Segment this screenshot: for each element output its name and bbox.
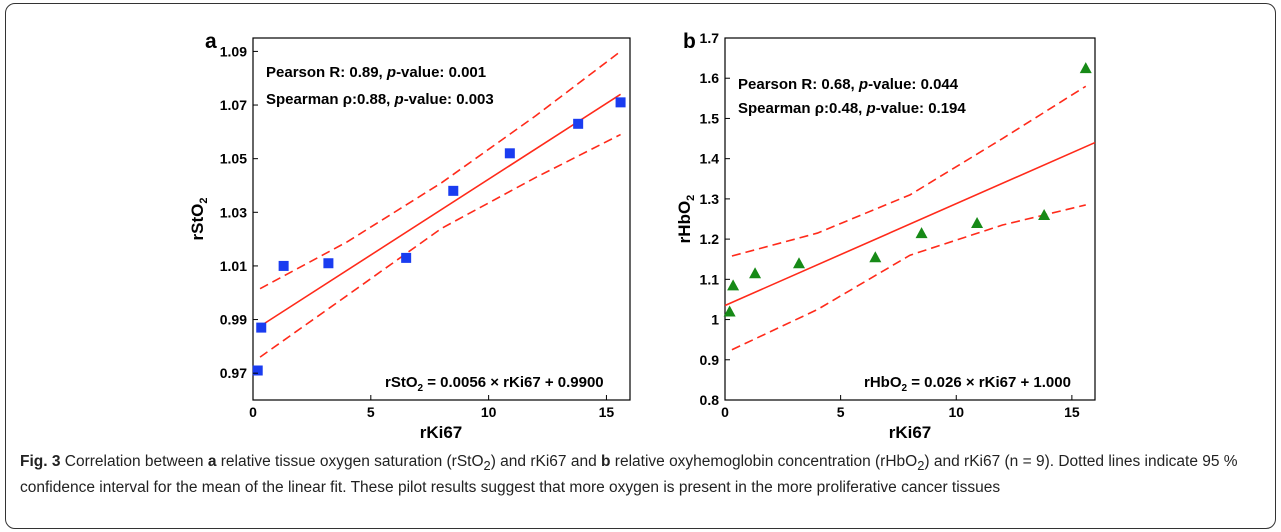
data-point — [793, 257, 805, 269]
x-tick-label: 10 — [481, 404, 497, 420]
panel-b-axes-box — [724, 37, 1096, 401]
panel-a-equation: rStO2 = 0.0056 × rKi67 + 0.9900 — [385, 374, 604, 394]
data-point — [749, 267, 762, 279]
data-point — [252, 365, 263, 376]
panel-b-xlabel: rKi67 — [889, 423, 932, 442]
caption-panel-a: a — [207, 453, 217, 470]
y-tick-label: 1.2 — [700, 231, 720, 247]
panel-b-equation: rHbO2 = 0.026 × rKi67 + 1.000 — [864, 374, 1071, 394]
y-tick-label: 0.99 — [220, 312, 247, 328]
y-tick-label: 1.5 — [700, 110, 720, 126]
figure-svg: a 0.970.991.011.031.051.071.090 5 10 15 Pea… — [188, 30, 1096, 442]
x-tick-label: 15 — [1064, 404, 1080, 420]
panel-a-label: a — [205, 30, 217, 53]
y-tick-label: 1.4 — [700, 151, 720, 167]
y-tick-label: 0.9 — [700, 352, 720, 368]
data-point — [971, 217, 984, 229]
x-tick-label: 10 — [948, 404, 964, 420]
y-tick-label: 1.3 — [700, 191, 720, 207]
fit-line — [259, 93, 622, 327]
data-point — [278, 260, 289, 271]
y-tick-label: 1.1 — [700, 271, 720, 287]
caption-text-1: Correlation between — [60, 453, 208, 470]
panel-a-marks — [252, 50, 626, 376]
panel-b-stats-line2: Spearman ρ:0.48, p-value: 0.194 — [738, 100, 966, 117]
y-tick-label: 1.01 — [220, 258, 247, 274]
figure-caption: Fig. 3 Correlation between a relative ti… — [20, 451, 1265, 499]
data-point — [1038, 208, 1051, 220]
panel-a-xlabel: rKi67 — [420, 423, 463, 442]
y-tick-label: 1.09 — [220, 43, 247, 59]
caption-panel-b: b — [601, 453, 611, 470]
data-point — [323, 258, 334, 269]
x-tick-label: 5 — [837, 404, 845, 420]
ci-upper-line — [259, 50, 622, 290]
caption-text-5: ) and rKi67 (n = 9). Dotted lines indica… — [20, 453, 1238, 497]
panel-a-stats-line1: Pearson R: 0.89, p-value: 0.001 — [266, 64, 486, 81]
data-point — [256, 322, 267, 333]
panel-a-ticks: 0.97 0.99 1.01 1.03 1.05 1.07 1.09 0 5 10 15 — [220, 43, 615, 420]
panel-b-ylabel: rHbO2 — [675, 195, 697, 244]
y-tick-label: 0.97 — [220, 365, 247, 381]
data-point — [448, 185, 459, 196]
panel-a-axes-box — [252, 37, 631, 401]
panel-a-stats-line2: Spearman ρ:0.88, p-value: 0.003 — [266, 91, 494, 108]
data-point — [727, 279, 740, 291]
panel-b-label: b — [683, 30, 696, 53]
ci-upper-line — [731, 85, 1087, 257]
data-point — [615, 97, 626, 108]
y-tick-label: 1.03 — [220, 204, 247, 220]
figure-frame — [5, 3, 1276, 529]
caption-text-4: relative oxyhemoglobin concentration (rH… — [610, 453, 918, 470]
x-tick-label: 5 — [367, 404, 375, 420]
caption-fig-label: Fig. 3 — [20, 453, 61, 470]
y-tick-label: 1 — [711, 312, 719, 328]
data-point — [401, 252, 412, 263]
ci-lower-line — [259, 133, 621, 358]
y-tick-label: 1.05 — [220, 151, 247, 167]
data-point — [723, 305, 736, 317]
panel-a-ylabel: rStO2 — [188, 198, 210, 241]
panel-b-stats-line1: Pearson R: 0.68, p-value: 0.044 — [738, 76, 959, 93]
x-tick-label: 15 — [599, 404, 615, 420]
panel-b-ticks: 0.8 0.9 1 1.1 1.2 1.3 1.4 1.5 1.6 1.7 0 5 10 15 — [700, 30, 1080, 420]
caption-sub-2: 2 — [917, 458, 925, 474]
caption-sub-1: 2 — [483, 458, 491, 474]
data-point — [1079, 62, 1092, 74]
ci-lower-line — [731, 204, 1086, 351]
data-point — [915, 227, 928, 239]
data-point — [573, 118, 584, 129]
y-tick-label: 0.8 — [700, 392, 720, 408]
data-point — [504, 148, 515, 159]
panel-a: a 0.97 0.99 1.01 1.03 1.05 1.07 1.09 0 5 10 15 Pea… — [188, 30, 631, 442]
x-tick-label: 0 — [249, 404, 257, 420]
x-tick-label: 0 — [721, 404, 729, 420]
fit-line — [724, 141, 1096, 307]
caption-text-2: relative tissue oxygen saturation (rStO — [216, 453, 484, 470]
y-tick-label: 1.7 — [700, 30, 720, 46]
y-tick-label: 1.6 — [700, 70, 720, 86]
y-tick-label: 1.07 — [220, 97, 247, 113]
data-point — [869, 251, 882, 263]
caption-text-3: ) and rKi67 and — [490, 453, 602, 470]
panel-b-marks — [723, 62, 1096, 351]
panel-b: b 0.8 0.9 1 1.1 1.2 1.3 1.4 1.5 1.6 1.7 0 5 10 15 Pea… — [675, 30, 1096, 442]
